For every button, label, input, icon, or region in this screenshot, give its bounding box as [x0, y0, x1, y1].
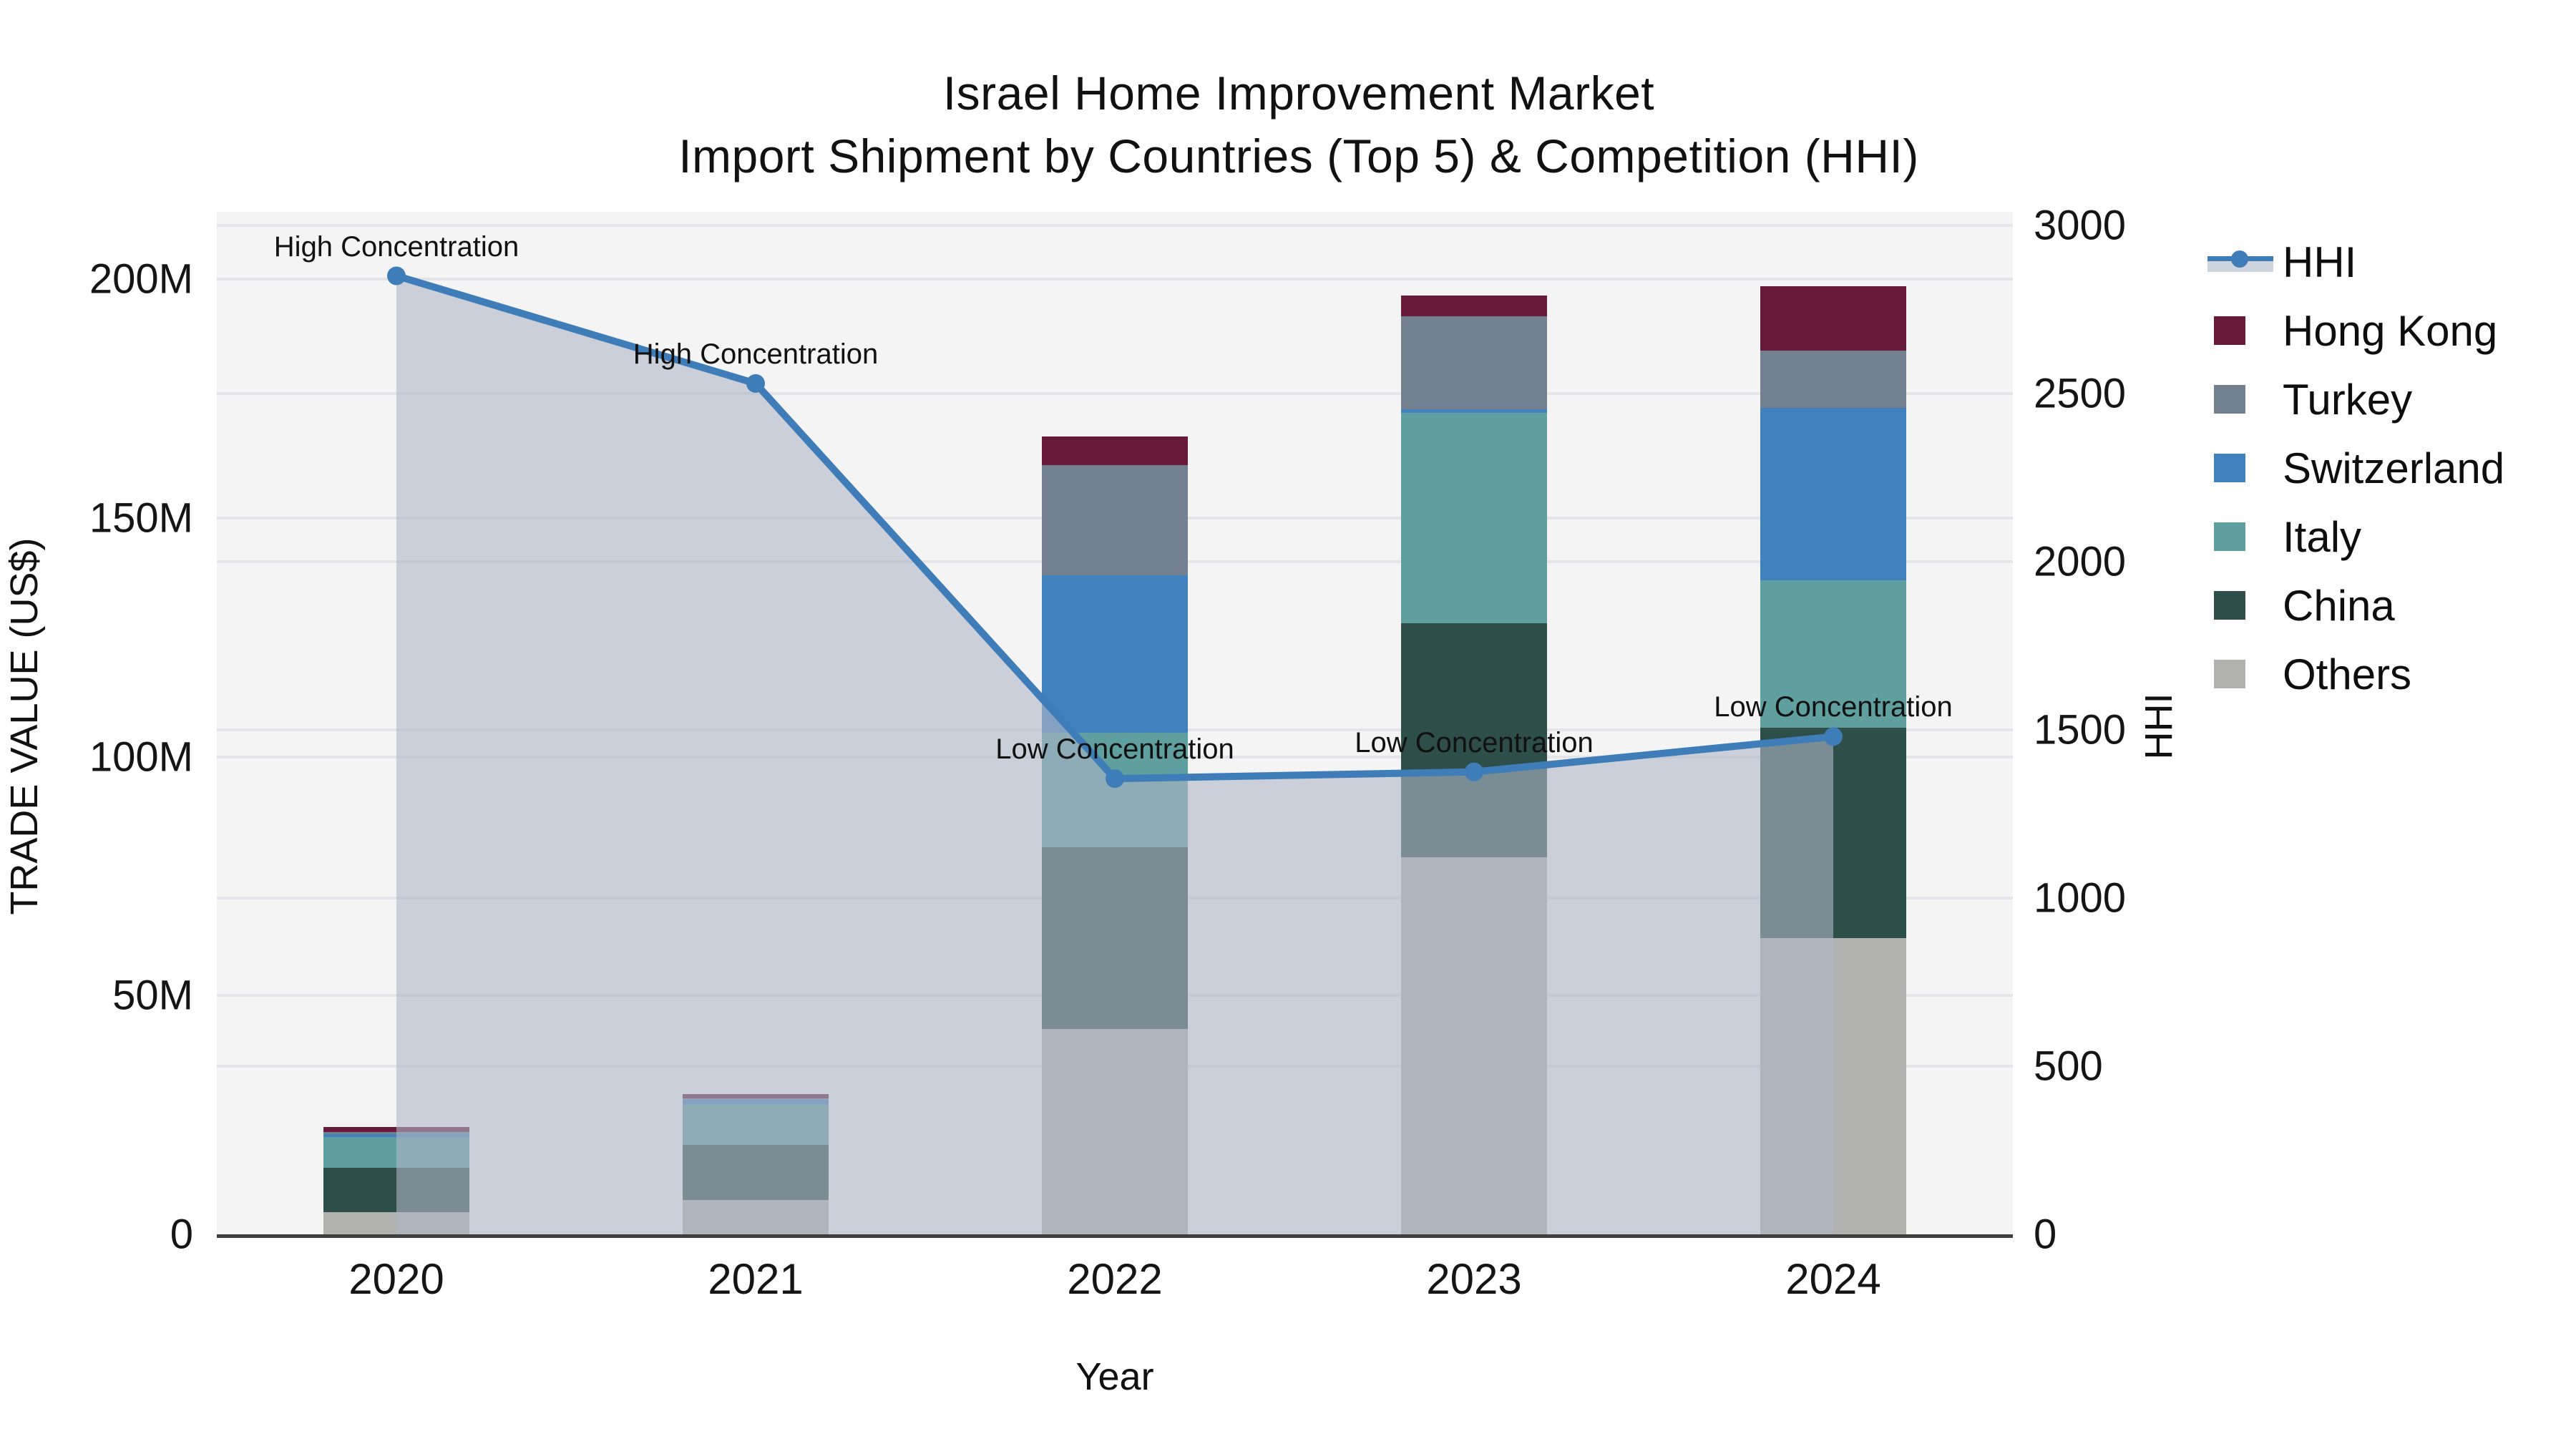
legend-label-others: Others	[2283, 650, 2412, 698]
y-axis-title-right: HHI	[2137, 693, 2180, 760]
legend-label-switzerland: Switzerland	[2283, 444, 2505, 492]
hhi-marker-2024	[1824, 727, 1843, 746]
legend-label-italy: Italy	[2283, 512, 2362, 561]
legend-item-hhi[interactable]: HHI	[2206, 228, 2504, 296]
bar-segment-turkey-2023	[1401, 316, 1547, 410]
chart-subtitle: Import Shipment by Countries (Top 5) & C…	[678, 130, 1919, 182]
bar-segment-italy-2024	[1760, 580, 1906, 728]
y-tick-left-0: 0	[170, 1211, 193, 1258]
hhi-marker-2023	[1465, 762, 1483, 781]
x-axis-title: Year	[1075, 1355, 1154, 1398]
gridline-right-3000	[217, 224, 2013, 227]
legend-swatch-icon	[2206, 309, 2274, 352]
bar-segment-switzerland-2022	[1042, 575, 1188, 733]
bar-segment-hong-kong-2022	[1042, 436, 1188, 466]
gridline-left-200M	[217, 278, 2013, 280]
y-tick-right-1500: 1500	[2034, 706, 2127, 753]
legend-item-turkey[interactable]: Turkey	[2206, 365, 2504, 434]
swatch-italy	[2214, 522, 2245, 551]
legend-swatch-icon	[2206, 584, 2274, 627]
bar-segment-switzerland-2023	[1401, 409, 1547, 413]
hhi-marker-2022	[1106, 769, 1124, 789]
y-tick-right-2000: 2000	[2034, 538, 2127, 585]
bar-segment-turkey-2022	[1042, 465, 1188, 575]
bar-segment-italy-2023	[1401, 412, 1547, 623]
hhi-area-fill	[396, 275, 1833, 1234]
x-tick-2024: 2024	[1785, 1255, 1881, 1303]
legend-item-hong-kong[interactable]: Hong Kong	[2206, 296, 2504, 365]
annotation-2024: Low Concentration	[1714, 691, 1953, 723]
legend: HHI Hong Kong Turkey Switzerland Italy China O…	[2206, 228, 2504, 708]
legend-label-turkey: Turkey	[2283, 375, 2413, 424]
bar-segment-switzerland-2024	[1760, 408, 1906, 580]
x-tick-2023: 2023	[1426, 1255, 1522, 1303]
chart-title: Israel Home Improvement Market	[942, 67, 1655, 119]
swatch-turkey	[2214, 385, 2245, 414]
annotation-2022: Low Concentration	[995, 733, 1234, 766]
legend-item-china[interactable]: China	[2206, 571, 2504, 640]
legend-swatch-icon	[2206, 447, 2274, 489]
legend-label-china: China	[2283, 581, 2395, 630]
y-tick-left-150M: 150M	[89, 494, 193, 542]
y-tick-right-500: 500	[2034, 1043, 2103, 1090]
legend-swatch-icon	[2206, 653, 2274, 696]
legend-item-others[interactable]: Others	[2206, 640, 2504, 708]
x-tick-2021: 2021	[708, 1255, 804, 1303]
gridline-right-2500	[217, 392, 2013, 395]
legend-swatch-icon	[2206, 378, 2274, 421]
legend-item-switzerland[interactable]: Switzerland	[2206, 434, 2504, 502]
annotation-2020: High Concentration	[273, 230, 519, 263]
annotation-2021: High Concentration	[633, 338, 879, 370]
legend-label-hhi: HHI	[2283, 238, 2357, 286]
y-tick-right-0: 0	[2034, 1211, 2057, 1258]
hhi-line-layer	[387, 266, 1843, 1234]
x-axis-line	[217, 1234, 2013, 1238]
legend-label-hong-kong: Hong Kong	[2283, 306, 2498, 355]
swatch-others	[2214, 660, 2245, 688]
hhi-marker-2020	[387, 266, 406, 286]
plot-area: High Concentration High Concentration Low …	[217, 212, 2013, 1234]
x-tick-2020: 2020	[348, 1255, 444, 1303]
hhi-line-icon	[2206, 240, 2274, 283]
bar-segment-hong-kong-2023	[1401, 296, 1547, 317]
bar-segment-hong-kong-2024	[1760, 286, 1906, 351]
y-tick-left-50M: 50M	[112, 972, 193, 1019]
annotation-2023: Low Concentration	[1355, 726, 1594, 758]
legend-item-italy[interactable]: Italy	[2206, 502, 2504, 571]
y-axis-title-left: TRADE VALUE (US$)	[3, 537, 46, 915]
y-tick-left-200M: 200M	[89, 255, 193, 303]
y-tick-right-1000: 1000	[2034, 874, 2127, 922]
y-tick-right-2500: 2500	[2034, 370, 2127, 417]
y-tick-left-100M: 100M	[89, 733, 193, 780]
swatch-china	[2214, 591, 2245, 620]
swatch-switzerland	[2214, 454, 2245, 482]
x-tick-2022: 2022	[1067, 1255, 1163, 1303]
hhi-marker-2021	[746, 374, 765, 393]
bar-segment-turkey-2024	[1760, 351, 1906, 409]
legend-swatch-icon	[2206, 515, 2274, 558]
swatch-hong-kong	[2214, 316, 2245, 345]
hhi-marker-sample	[2231, 250, 2248, 268]
y-tick-right-3000: 3000	[2034, 202, 2127, 249]
